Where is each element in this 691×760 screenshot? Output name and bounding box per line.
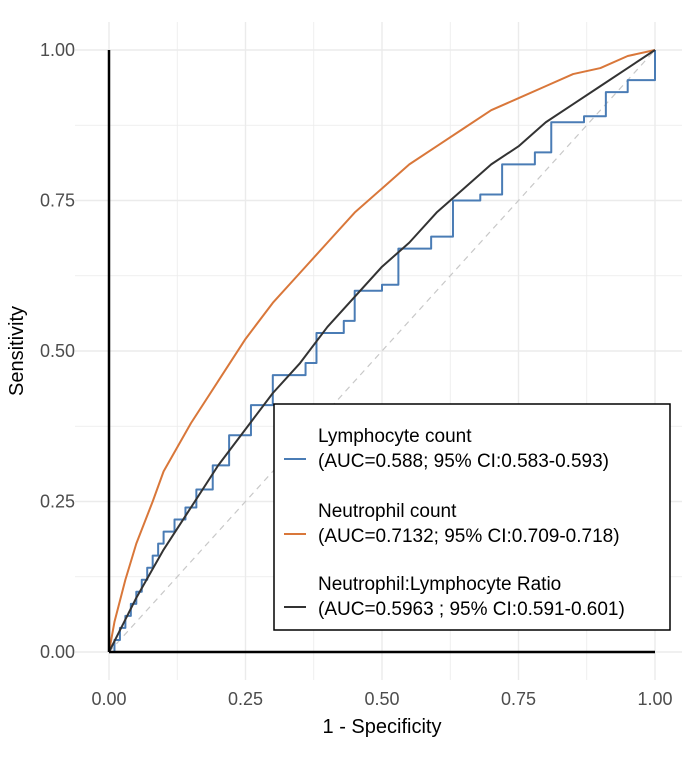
x-axis-title: 1 - Specificity xyxy=(323,716,442,738)
legend-auc-neutrophil-lymphocyte-ratio: (AUC=0.5963 ; 95% CI:0.591-0.601) xyxy=(318,599,625,620)
y-axis-title: Sensitivity xyxy=(6,306,28,396)
x-tick-label: 0.50 xyxy=(364,689,399,709)
y-tick-labels: 0.00 0.25 0.50 0.75 1.00 xyxy=(40,40,75,662)
legend-auc-lymphocyte-count: (AUC=0.588; 95% CI:0.583-0.593) xyxy=(318,451,609,472)
series-line-neutrophil-count xyxy=(108,49,656,653)
x-tick-label: 0.75 xyxy=(501,689,536,709)
reference-line xyxy=(108,49,656,653)
x-tick-label: 0.25 xyxy=(228,689,263,709)
reference-diagonal xyxy=(108,49,656,653)
legend-box xyxy=(273,403,671,631)
x-tick-labels: 0.00 0.25 0.50 0.75 1.00 xyxy=(91,689,672,709)
series-line-lymphocyte-count xyxy=(109,50,656,653)
roc-curves xyxy=(108,49,656,653)
x-tick-label: 1.00 xyxy=(637,689,672,709)
axes xyxy=(107,50,655,654)
y-tick-label: 1.00 xyxy=(40,40,75,60)
y-tick-label: 0.00 xyxy=(40,642,75,662)
series-line-neutrophil-lymphocyte-ratio xyxy=(108,49,656,653)
legend-label-lymphocyte-count: Lymphocyte count xyxy=(318,426,472,447)
legend-label-neutrophil-lymphocyte-ratio: Neutrophil:Lymphocyte Ratio xyxy=(318,574,561,595)
x-tick-label: 0.00 xyxy=(91,689,126,709)
y-tick-label: 0.50 xyxy=(40,341,75,361)
legend-auc-neutrophil-count: (AUC=0.7132; 95% CI:0.709-0.718) xyxy=(318,526,620,547)
y-tick-label: 0.75 xyxy=(40,191,75,211)
y-tick-label: 0.25 xyxy=(40,492,75,512)
legend-label-neutrophil-count: Neutrophil count xyxy=(318,501,457,522)
legend: Lymphocyte count (AUC=0.588; 95% CI:0.583… xyxy=(273,403,671,631)
